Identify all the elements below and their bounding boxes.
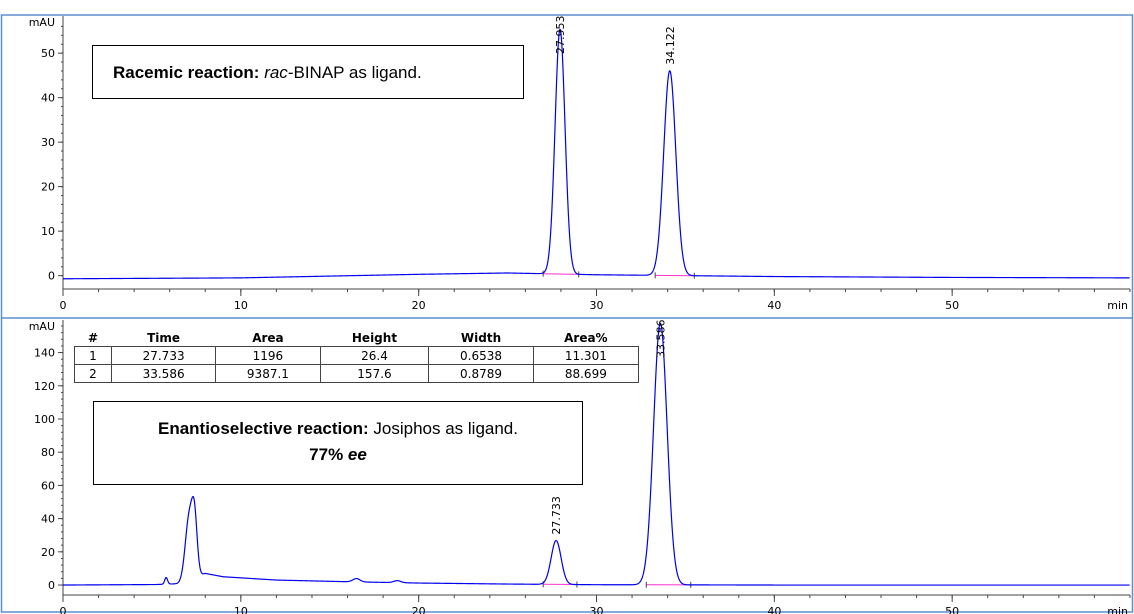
x-tick-label: 40 [767,605,781,614]
annotation-ee-value: 77% [309,445,344,464]
annotation-racemic-rest: -BINAP as ligand. [287,63,422,82]
table-cell: 157.6 [319,364,430,383]
x-tick-label: 0 [60,299,67,312]
y-axis-label: mAU [29,320,55,333]
peak-table: # Time Area Height Width Area% 1 27.733 … [74,329,640,383]
integration-baseline [543,273,579,275]
table-cell: 88.699 [532,364,640,383]
table-row: 1 27.733 1196 26.4 0.6538 11.301 [74,346,640,365]
table-cell: 27.733 [110,346,217,365]
table-row: 2 33.586 9387.1 157.6 0.8789 88.699 [74,364,640,383]
y-tick-label: 10 [41,225,55,238]
y-tick-label: 40 [41,92,55,105]
peak-label: 27.733 [550,496,563,535]
x-axis-label: min [1107,299,1128,312]
table-cell: 9387.1 [215,364,321,383]
table-cell: 0.8789 [428,364,534,383]
col-header: Area% [533,329,639,347]
x-tick-label: 20 [412,299,426,312]
table-cell: 26.4 [319,346,430,365]
col-header: Area [215,329,321,347]
y-tick-label: 140 [34,347,55,360]
peak-label: 34.122 [664,26,677,65]
x-tick-label: 10 [234,605,248,614]
y-tick-label: 20 [41,546,55,559]
col-header: Width [428,329,534,347]
y-tick-label: 50 [41,47,55,60]
y-tick-label: 40 [41,513,55,526]
y-tick-label: 0 [48,270,55,283]
y-tick-label: 80 [41,446,55,459]
x-axis-label: min [1107,605,1128,614]
col-header: Time [111,329,216,347]
x-tick-label: 10 [234,299,248,312]
chromatogram-panel-2: 0 20 40 60 80 100 120 140 mAU 0 10 20 30 40 50 min 27.73… [29,320,1131,614]
x-tick-label: 30 [590,605,604,614]
table-cell: 33.586 [110,364,217,383]
table-cell: 1 [74,346,112,365]
table-cell: 1196 [215,346,321,365]
annotation-ee-label: ee [347,445,367,464]
x-tick-label: 50 [945,299,959,312]
y-tick-label: 120 [34,380,55,393]
table-cell: 11.301 [532,346,640,365]
x-tick-label: 30 [590,299,604,312]
y-tick-label: 0 [48,579,55,592]
y-axis-label: mAU [29,16,55,29]
y-tick-label: 60 [41,479,55,492]
annotation-enantioselective: Enantioselective reaction: Josiphos as l… [93,401,583,485]
annotation-racemic-bold: Racemic reaction: [113,63,260,82]
y-tick-label: 20 [41,181,55,194]
peak-label: 27.953 [554,16,567,55]
signal-trace [63,322,1130,586]
annotation-enantio-rest: Josiphos as ligand. [368,419,518,438]
peak-table-header: # Time Area Height Width Area% [74,329,639,347]
annotation-racemic-italic: rac [264,63,288,82]
table-cell: 2 [74,364,112,383]
annotation-enantio-bold: Enantioselective reaction: [157,419,369,438]
col-header: Height [320,329,429,347]
table-cell: 0.6538 [428,346,534,365]
col-header: # [74,329,112,347]
chromatogram-panel-1: 0 10 20 30 40 50 mAU 0 10 20 30 40 50 min 27.953 34.122 [29,16,1131,312]
x-tick-label: 50 [945,605,959,614]
x-tick-label: 20 [412,605,426,614]
peak-label: 33.586 [654,320,667,359]
annotation-racemic: Racemic reaction: rac-BINAP as ligand. [92,45,524,99]
y-tick-label: 100 [34,413,55,426]
x-tick-label: 40 [767,299,781,312]
figure-frame [0,14,1134,613]
signal-trace [63,28,1130,280]
x-tick-label: 0 [60,605,67,614]
y-tick-label: 30 [41,136,55,149]
